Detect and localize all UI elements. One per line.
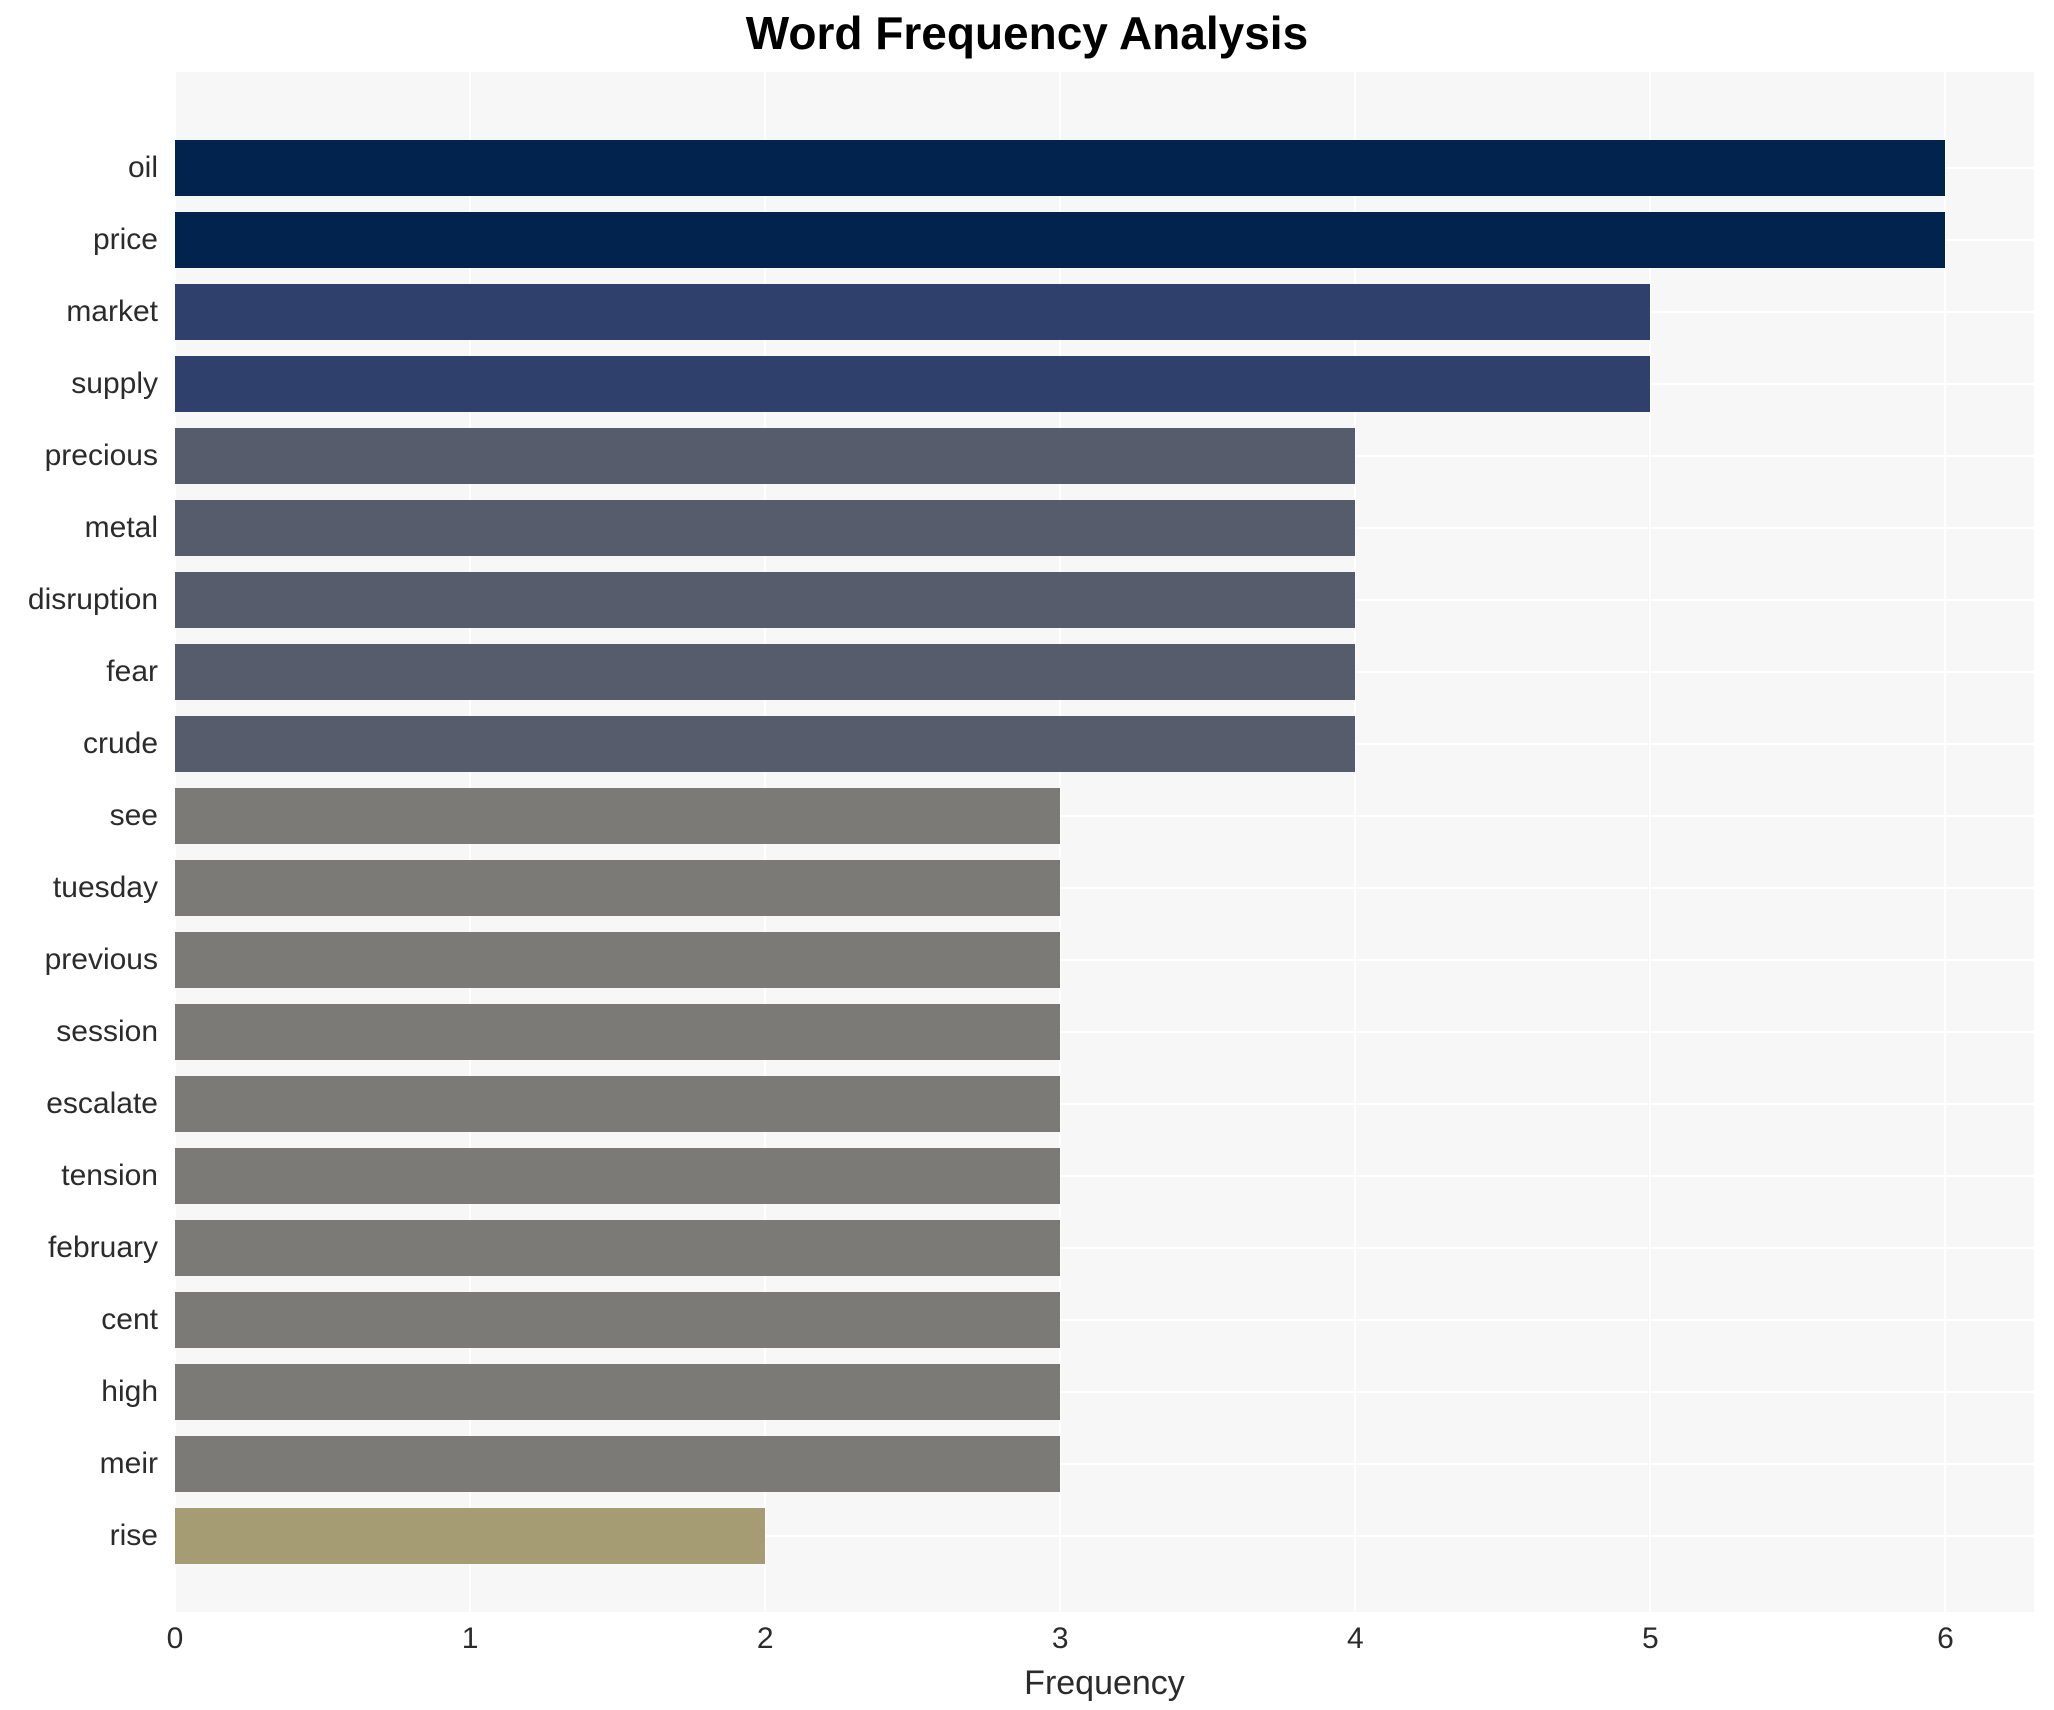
y-tick-label-crude: crude xyxy=(82,727,158,760)
bar-crude xyxy=(175,716,1356,772)
x-tick-label: 1 xyxy=(461,1622,479,1655)
y-tick-label-see: see xyxy=(109,799,158,832)
bar-high xyxy=(175,1364,1061,1420)
bar-rise xyxy=(175,1508,766,1564)
bar-session xyxy=(175,1004,1061,1060)
x-tick-label: 0 xyxy=(166,1622,184,1655)
horizontal-gridline xyxy=(175,959,2034,961)
vertical-gridline xyxy=(1649,72,1652,1612)
y-tick-label-supply: supply xyxy=(71,367,158,400)
bar-oil xyxy=(175,140,1946,196)
bar-escalate xyxy=(175,1076,1061,1132)
vertical-gridline xyxy=(1944,72,1947,1612)
y-tick-label-tuesday: tuesday xyxy=(52,871,158,904)
vertical-gridline xyxy=(1059,72,1062,1612)
vertical-gridline xyxy=(1354,72,1357,1612)
horizontal-gridline xyxy=(175,1031,2034,1033)
y-tick-label-precious: precious xyxy=(44,439,158,472)
bar-fear xyxy=(175,644,1356,700)
horizontal-gridline xyxy=(175,815,2034,817)
y-tick-label-session: session xyxy=(56,1015,158,1048)
horizontal-gridline xyxy=(175,1463,2034,1465)
horizontal-gridline xyxy=(175,1319,2034,1321)
x-tick-label: 3 xyxy=(1051,1622,1069,1655)
x-tick-label: 6 xyxy=(1937,1622,1954,1655)
y-tick-label-price: price xyxy=(92,223,158,256)
chart-title: Word Frequency Analysis xyxy=(745,7,1309,59)
plot-area xyxy=(174,72,2034,1612)
y-tick-label-rise: rise xyxy=(109,1519,158,1552)
bar-metal xyxy=(175,500,1356,556)
bar-meir xyxy=(175,1436,1061,1492)
x-tick-label: 5 xyxy=(1642,1622,1659,1655)
horizontal-gridline xyxy=(175,887,2034,889)
bar-tension xyxy=(175,1148,1061,1204)
bar-february xyxy=(175,1220,1061,1276)
horizontal-gridline xyxy=(175,1103,2034,1105)
y-tick-label-fear: fear xyxy=(106,655,158,688)
x-tick-label: 2 xyxy=(756,1622,774,1655)
y-tick-label-disruption: disruption xyxy=(27,583,158,616)
y-tick-label-metal: metal xyxy=(84,511,158,544)
x-tick-label: 4 xyxy=(1346,1622,1364,1655)
y-tick-label-high: high xyxy=(101,1375,158,1408)
horizontal-gridline xyxy=(175,1391,2034,1393)
y-tick-label-february: february xyxy=(47,1231,158,1264)
y-tick-label-escalate: escalate xyxy=(46,1087,158,1120)
bar-tuesday xyxy=(175,860,1061,916)
horizontal-gridline xyxy=(175,1247,2034,1249)
x-axis-label: Frequency xyxy=(1024,1664,1185,1702)
y-tick-label-tension: tension xyxy=(61,1159,158,1192)
bar-previous xyxy=(175,932,1061,988)
bar-price xyxy=(175,212,1946,268)
horizontal-gridline xyxy=(175,1175,2034,1177)
bar-see xyxy=(175,788,1061,844)
bar-market xyxy=(175,284,1651,340)
y-tick-label-cent: cent xyxy=(101,1303,158,1336)
y-tick-label-oil: oil xyxy=(127,151,158,184)
bar-precious xyxy=(175,428,1356,484)
y-tick-label-previous: previous xyxy=(44,943,158,976)
bar-disruption xyxy=(175,572,1356,628)
bar-supply xyxy=(175,356,1651,412)
y-tick-label-meir: meir xyxy=(99,1447,158,1480)
bar-cent xyxy=(175,1292,1061,1348)
horizontal-gridline xyxy=(175,1535,2034,1537)
y-tick-label-market: market xyxy=(66,295,158,328)
